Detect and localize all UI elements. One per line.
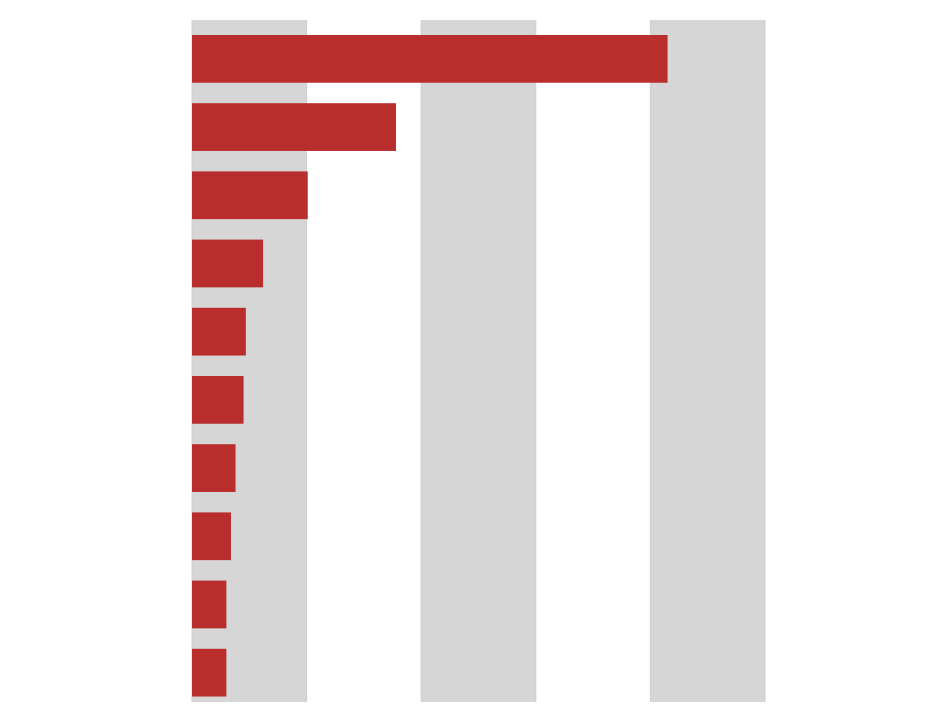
bar [192,103,396,151]
bar [192,35,668,83]
bar [192,307,246,356]
bar [192,376,244,424]
grid-band [650,20,765,702]
bar [192,580,227,629]
grid-band [421,20,536,702]
bar [192,512,231,561]
bar [192,444,236,492]
bar [192,171,308,220]
bar [192,239,264,288]
bar [192,648,227,697]
